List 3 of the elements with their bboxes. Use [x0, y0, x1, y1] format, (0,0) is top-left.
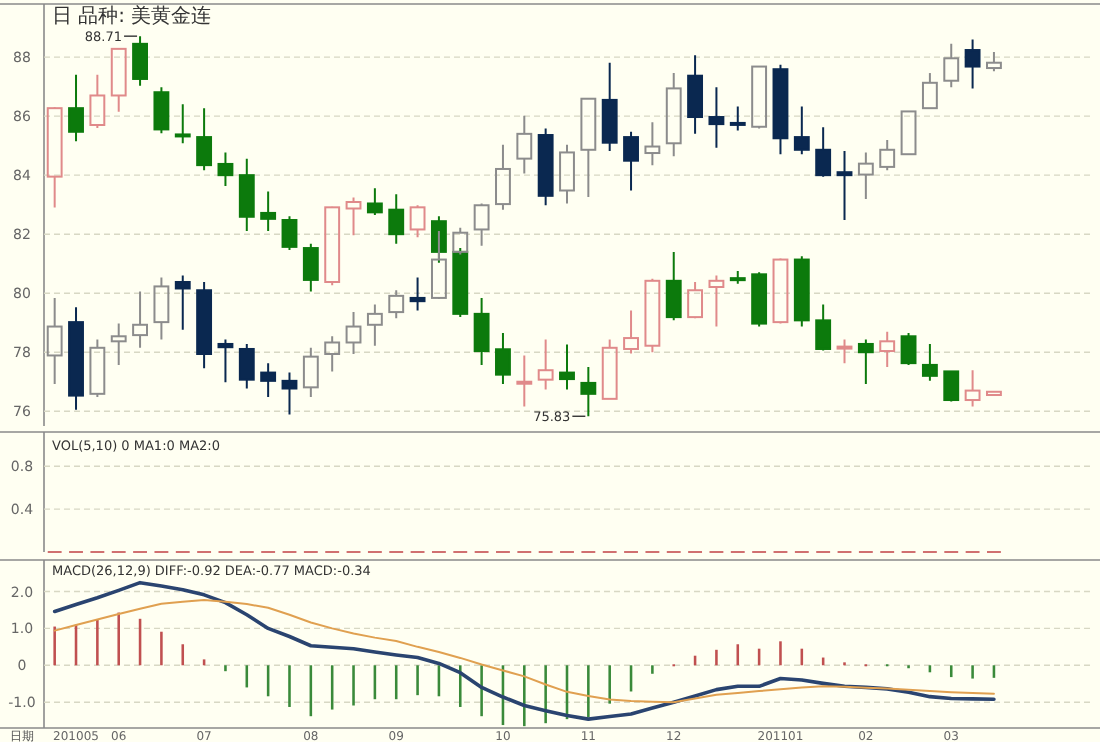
line-series — [52, 580, 996, 721]
chart-title: 日 品种: 美黄金连 — [52, 4, 212, 28]
line-series — [53, 599, 995, 704]
